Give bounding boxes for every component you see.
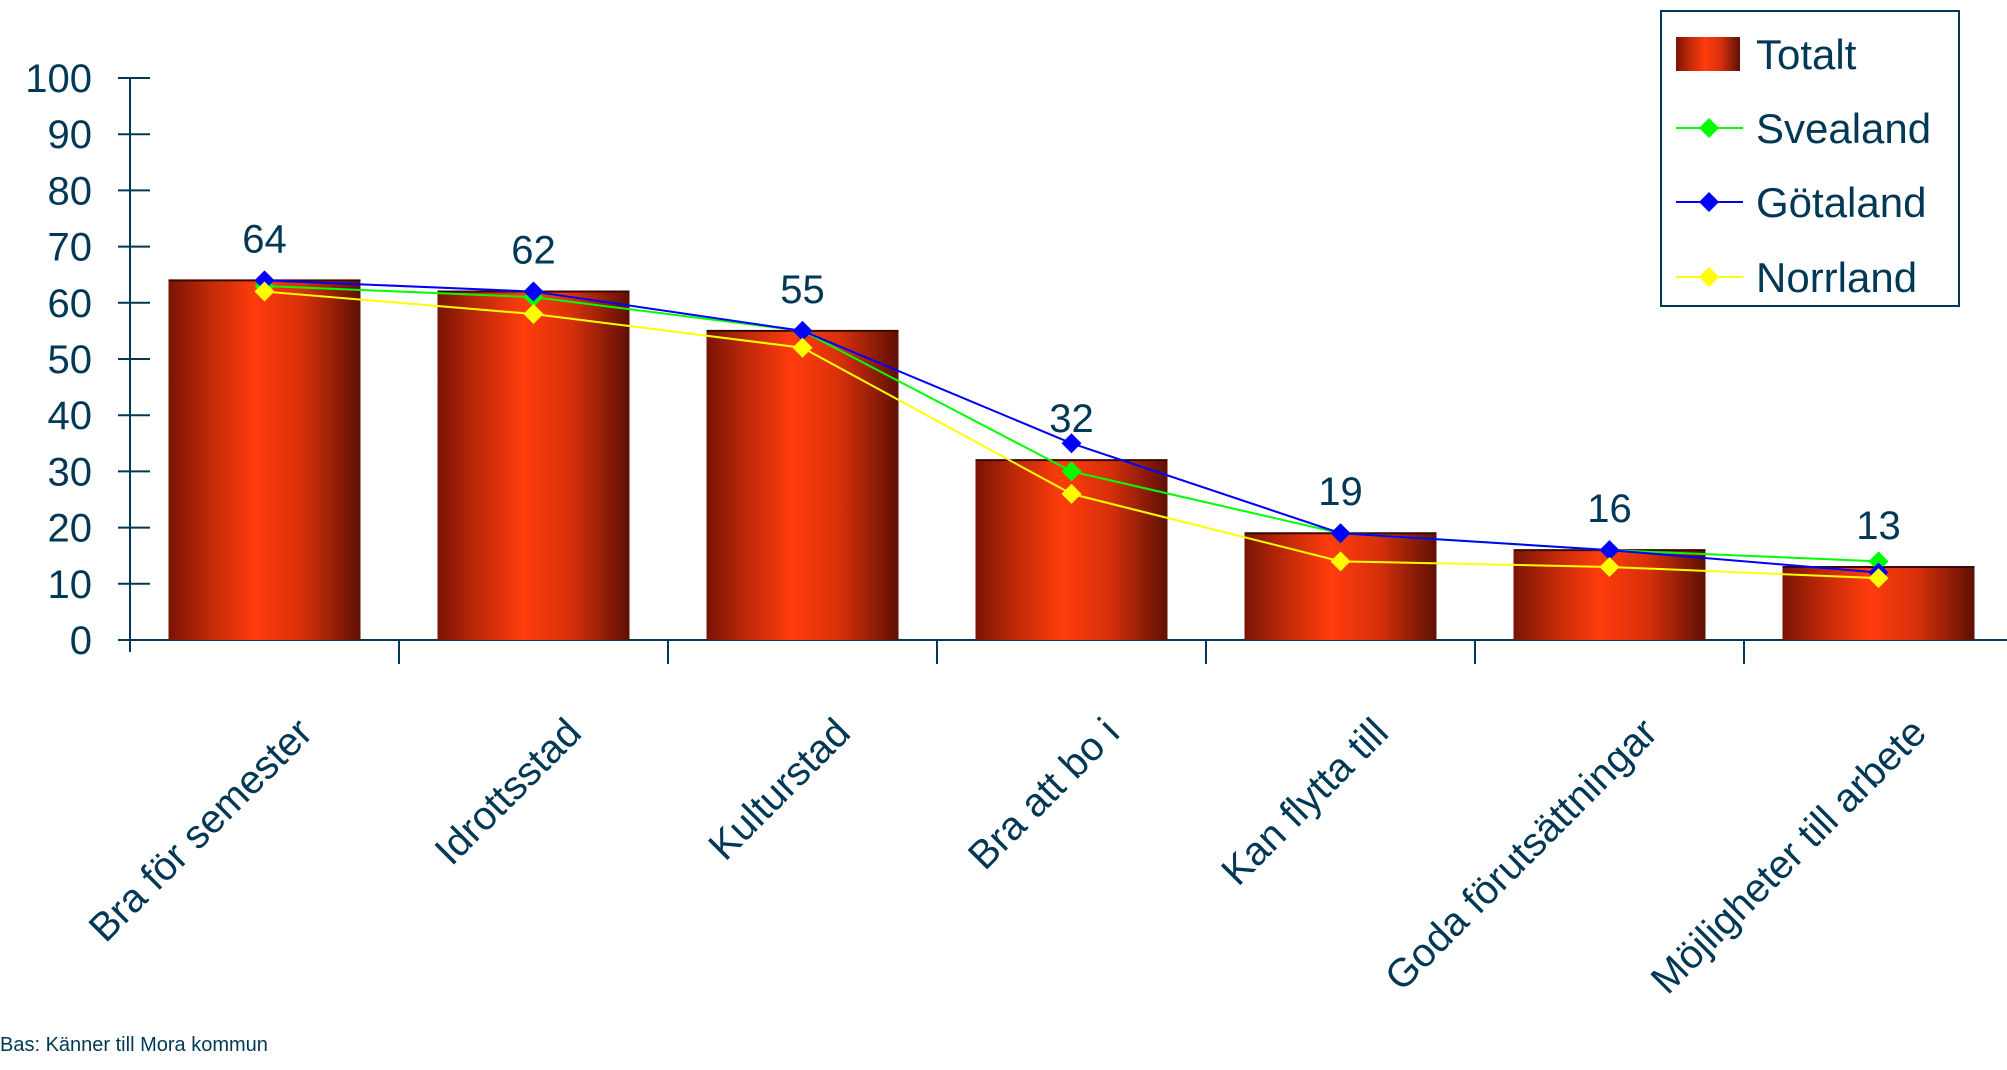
- data-label: 16: [1587, 487, 1632, 531]
- legend-label: Norrland: [1756, 254, 1917, 301]
- bar: [437, 291, 630, 640]
- x-category-label: Bra att bo i: [960, 710, 1128, 878]
- series-point: [1868, 551, 1889, 572]
- series-point: [254, 281, 275, 302]
- series-point: [254, 270, 275, 291]
- bars: [168, 279, 1975, 640]
- y-tick-label: 50: [48, 338, 93, 382]
- data-label: 62: [511, 229, 556, 273]
- x-category-label: Bra för semester: [81, 710, 321, 950]
- legend-swatch-bar: [1676, 37, 1740, 71]
- y-tick-label: 60: [48, 282, 93, 326]
- series-point: [523, 304, 544, 325]
- series-point: [1061, 433, 1082, 454]
- x-category-label: Möjligheter till arbete: [1643, 710, 1935, 1002]
- series-point: [523, 281, 544, 302]
- series-point: [1061, 461, 1082, 482]
- legend-label: Götaland: [1756, 179, 1926, 226]
- legend-swatch-marker: [1699, 267, 1719, 287]
- bar: [1244, 533, 1437, 640]
- legend: Totalt Svealand Götaland Norrland: [1660, 10, 1960, 307]
- series-point: [792, 337, 813, 358]
- x-category-label: Idrottsstad: [427, 710, 590, 873]
- legend-swatch-marker: [1699, 192, 1719, 212]
- data-label: 64: [242, 217, 287, 261]
- y-tick-label: 0: [70, 619, 92, 663]
- series-point: [1330, 551, 1351, 572]
- data-label: 32: [1049, 397, 1094, 441]
- y-tick-label: 80: [48, 169, 93, 213]
- y-tick-label: 30: [48, 450, 93, 494]
- y-tick-label: 20: [48, 507, 93, 551]
- series-point: [1330, 523, 1351, 544]
- data-label: 55: [780, 268, 825, 312]
- x-category-label: Kulturstad: [700, 710, 858, 868]
- x-category-label: Kan flytta till: [1213, 710, 1397, 894]
- data-label: 19: [1318, 470, 1363, 514]
- legend-label: Svealand: [1756, 105, 1931, 152]
- x-category-label: Goda förutsättningar: [1377, 710, 1666, 999]
- y-tick-label: 70: [48, 226, 93, 270]
- y-tick-label: 40: [48, 394, 93, 438]
- data-label: 13: [1856, 504, 1901, 548]
- y-tick-label: 90: [48, 113, 93, 157]
- series-point: [792, 320, 813, 341]
- footnote: Bas: Känner till Mora kommun: [0, 1034, 268, 1056]
- legend-swatch-marker: [1699, 118, 1719, 138]
- y-tick-label: 10: [48, 563, 93, 607]
- y-tick-label: 100: [25, 57, 92, 101]
- series-point: [1868, 568, 1889, 589]
- bar: [706, 330, 899, 640]
- data-labels: 64 62 55 32 19 16 13: [242, 217, 1901, 548]
- series-lines: [254, 270, 1889, 589]
- series-point: [1599, 540, 1620, 561]
- bar: [168, 280, 361, 640]
- series-point: [1599, 556, 1620, 577]
- series-point: [1061, 483, 1082, 504]
- legend-label: Totalt: [1756, 31, 1857, 78]
